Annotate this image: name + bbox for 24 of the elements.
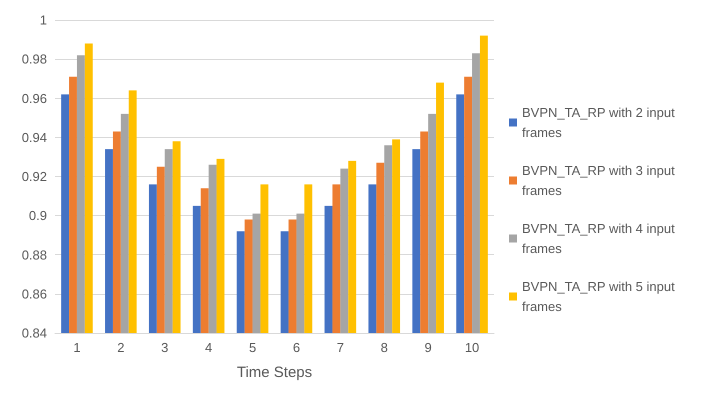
legend-label: BVPN_TA_RP with 3 input frames xyxy=(522,163,678,198)
legend-label: BVPN_TA_RP with 5 input frames xyxy=(522,279,678,314)
x-axis-title: Time Steps xyxy=(236,364,312,381)
x-tick-label: 10 xyxy=(464,340,480,355)
x-tick-label: 3 xyxy=(161,340,168,355)
x-tick-label: 6 xyxy=(292,340,300,355)
x-tick-label: 7 xyxy=(336,340,344,355)
legend-label: BVPN_TA_RP with 4 input frames xyxy=(522,221,678,256)
y-tick-label: 0.96 xyxy=(22,90,47,106)
y-tick-label: 0.88 xyxy=(22,247,47,262)
x-tick-label: 4 xyxy=(205,340,212,355)
y-tick-label: 0.92 xyxy=(22,169,47,184)
x-tick-label: 5 xyxy=(248,340,256,355)
y-tick-label: 1 xyxy=(40,12,47,28)
y-tick-label: 0.84 xyxy=(22,326,47,340)
y-tick-label: 0.9 xyxy=(28,208,47,224)
y-tick-label: 0.98 xyxy=(22,52,47,67)
x-tick-label: 2 xyxy=(117,340,124,355)
y-tick-label: 0.86 xyxy=(22,286,47,302)
y-tick-label: 0.94 xyxy=(22,130,47,145)
x-tick-label: 1 xyxy=(73,340,81,355)
x-tick-label: 8 xyxy=(380,340,388,355)
x-tick-label: 9 xyxy=(424,340,432,355)
legend-label: BVPN_TA_RP with 2 input frames xyxy=(522,105,678,140)
